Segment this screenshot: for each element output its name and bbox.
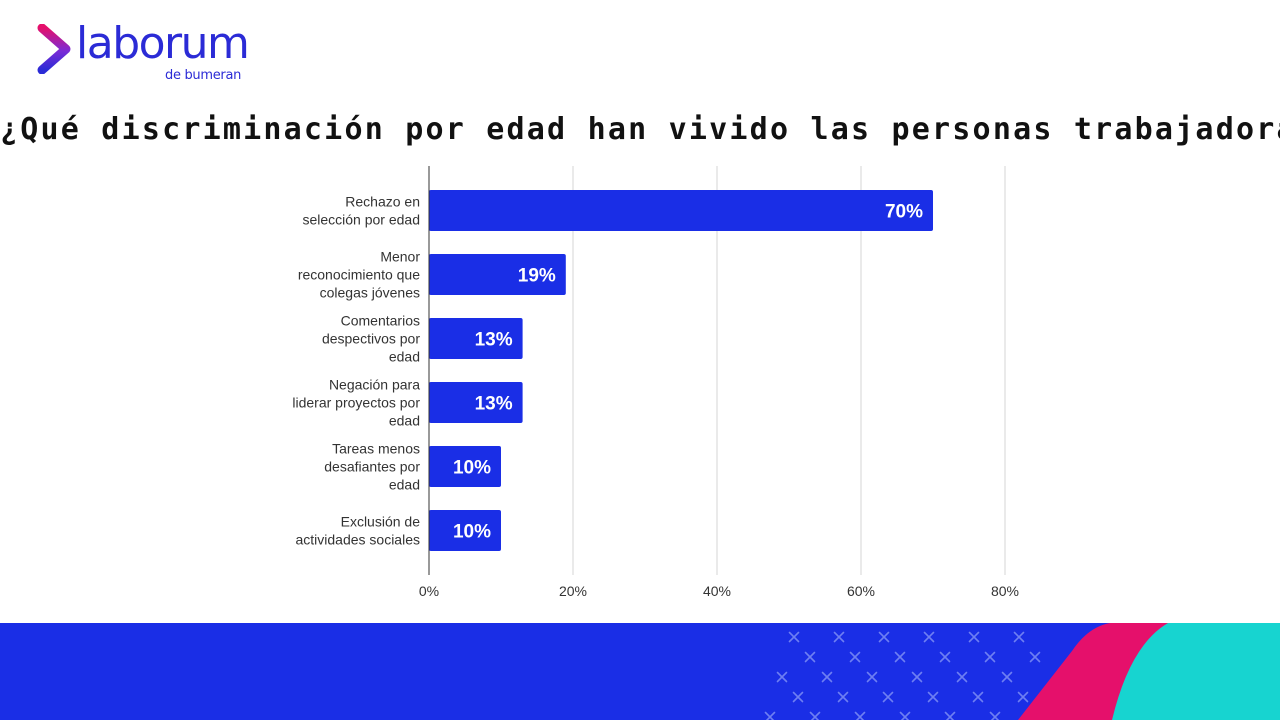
pattern-x-mark (804, 651, 816, 663)
pattern-x-mark (939, 651, 951, 663)
x-tick-label: 0% (419, 583, 439, 599)
pattern-x-mark (882, 691, 894, 703)
pattern-x-mark (899, 711, 911, 720)
category-label-line: actividades sociales (295, 532, 420, 548)
pattern-x-mark (809, 711, 821, 720)
pattern-x-mark (849, 651, 861, 663)
data-label: 70% (885, 202, 923, 223)
footer-banner (0, 623, 1280, 720)
x-tick-label: 80% (991, 583, 1019, 599)
bar (429, 318, 523, 359)
brand-logo: laborum de bumeran (36, 18, 266, 88)
x-tick-label: 20% (559, 583, 587, 599)
footer-pattern (764, 631, 1041, 720)
data-label: 13% (475, 394, 513, 415)
bar (429, 254, 566, 295)
pattern-x-mark (923, 631, 935, 643)
category-label-line: edad (389, 477, 420, 493)
x-tick-label: 40% (703, 583, 731, 599)
data-label: 10% (453, 458, 491, 479)
pattern-x-mark (1013, 631, 1025, 643)
pattern-x-mark (1017, 691, 1029, 703)
page-title: ¿Qué discriminación por edad han vivido … (0, 112, 1280, 147)
bar (429, 190, 933, 231)
pattern-x-mark (1029, 651, 1041, 663)
data-label: 13% (475, 330, 513, 351)
pattern-x-mark (968, 631, 980, 643)
pattern-x-mark (911, 671, 923, 683)
pattern-x-mark (821, 671, 833, 683)
footer-teal-stripe (1112, 623, 1280, 720)
category-label-line: liderar proyectos por (292, 395, 420, 411)
category-label-line: colegas jóvenes (320, 285, 420, 301)
category-label-line: Negación para (329, 377, 420, 393)
pattern-x-mark (792, 691, 804, 703)
pattern-x-mark (989, 711, 1001, 720)
pattern-x-mark (878, 631, 890, 643)
category-label-line: Tareas menos (332, 441, 420, 457)
category-label-line: Rechazo en (345, 194, 420, 210)
category-label-line: Exclusión de (341, 514, 421, 530)
bar-chart: 0% 20% 40% 60% 80% 70% Rechazo en selección por… (292, 166, 1019, 599)
pattern-x-mark (776, 671, 788, 683)
pattern-x-mark (764, 711, 776, 720)
category-label-line: selección por edad (302, 212, 420, 228)
category-label-line: despectivos por (322, 331, 420, 347)
category-label: Tareas menos desafiantes por edad (324, 441, 420, 493)
data-label: 10% (453, 522, 491, 543)
logo-wordmark: laborum (76, 18, 250, 69)
category-label-line: reconocimiento que (298, 267, 420, 283)
category-label: Exclusión de actividades sociales (295, 514, 420, 548)
pattern-x-mark (927, 691, 939, 703)
pattern-x-mark (866, 671, 878, 683)
logo-tagline: de bumeran (165, 68, 242, 83)
category-label: Rechazo en selección por edad (302, 194, 420, 228)
bar (429, 382, 523, 423)
pattern-x-mark (1001, 671, 1013, 683)
category-label: Negación para liderar proyectos por edad (292, 377, 420, 429)
pattern-x-mark (894, 651, 906, 663)
category-label-line: edad (389, 349, 420, 365)
category-label: Menor reconocimiento que colegas jóvenes (298, 249, 421, 301)
category-label: Comentarios despectivos por edad (322, 313, 420, 365)
bar (429, 510, 501, 551)
pattern-x-mark (984, 651, 996, 663)
pattern-x-mark (972, 691, 984, 703)
data-label: 19% (518, 266, 556, 287)
category-label-line: Comentarios (341, 313, 420, 329)
pattern-x-mark (956, 671, 968, 683)
pattern-x-mark (944, 711, 956, 720)
category-label-line: desafiantes por (324, 459, 420, 475)
pattern-x-mark (833, 631, 845, 643)
logo-chevron-icon (37, 24, 71, 74)
category-label-line: edad (389, 413, 420, 429)
category-label-line: Menor (380, 249, 420, 265)
pattern-x-mark (837, 691, 849, 703)
pattern-x-mark (854, 711, 866, 720)
x-tick-label: 60% (847, 583, 875, 599)
bar (429, 446, 501, 487)
pattern-x-mark (788, 631, 800, 643)
